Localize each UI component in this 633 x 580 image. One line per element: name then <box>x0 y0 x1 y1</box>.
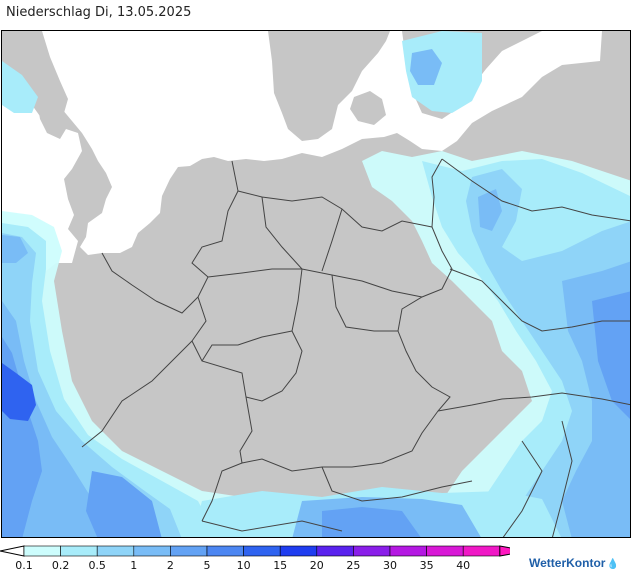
legend-label: 0.2 <box>52 559 70 572</box>
legend-label: 2 <box>167 559 174 572</box>
legend-swatch <box>96 545 135 557</box>
legend-swatch <box>170 545 208 557</box>
legend-swatch <box>389 545 427 557</box>
legend-swatch <box>462 545 501 557</box>
droplet-icon: 💧 <box>606 559 619 570</box>
legend-label: 40 <box>456 559 470 572</box>
legend-high-arrow <box>499 545 510 557</box>
legend-label: 5 <box>204 559 211 572</box>
legend-swatch <box>426 545 464 557</box>
legend-low-arrow <box>0 545 25 557</box>
map-title: Niederschlag Di, 13.05.2025 <box>6 5 192 20</box>
precipitation-legend: 0.1 0.2 0.5 1 2 5 10 15 20 25 30 35 40 <box>0 543 510 575</box>
border-lines <box>81 158 630 537</box>
legend-swatch <box>206 545 244 557</box>
legend-swatch <box>316 545 354 557</box>
legend-label: 35 <box>420 559 434 572</box>
legend-label: 1 <box>130 559 137 572</box>
land-britain <box>2 31 68 123</box>
brand-name: WetterKontor <box>529 556 606 570</box>
legend-label: 20 <box>310 559 324 572</box>
wetterkontor-logo: WetterKontor💧 <box>529 556 619 570</box>
precipitation-layer <box>2 31 630 537</box>
legend-label: 30 <box>383 559 397 572</box>
legend-swatch <box>353 545 391 557</box>
legend-swatch <box>60 545 98 557</box>
legend-label: 10 <box>237 559 251 572</box>
legend-label: 15 <box>273 559 287 572</box>
precipitation-map <box>1 30 631 538</box>
legend-swatch <box>243 545 281 557</box>
land-mass <box>2 31 630 537</box>
legend-swatch <box>133 545 171 557</box>
legend-swatch <box>279 545 318 557</box>
legend-swatch <box>23 545 61 557</box>
legend-label: 0.5 <box>88 559 106 572</box>
legend-label: 25 <box>346 559 360 572</box>
land-denmark <box>268 31 390 141</box>
land-island-zealand <box>350 91 386 125</box>
legend-label: 0.1 <box>15 559 33 572</box>
